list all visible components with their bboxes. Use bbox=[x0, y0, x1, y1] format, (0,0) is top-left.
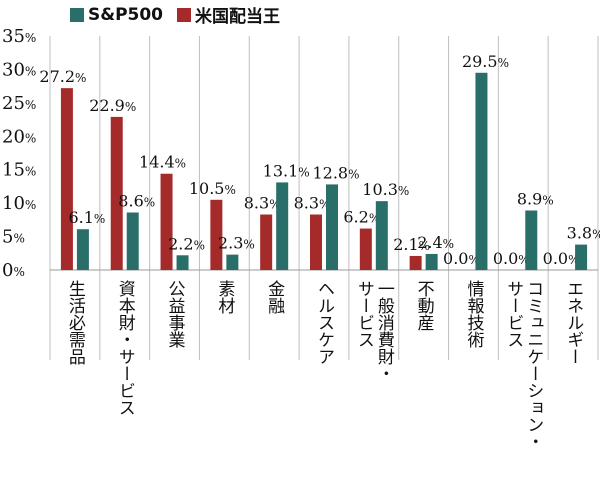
bar-dividend-kings bbox=[110, 116, 123, 270]
value-label-dividend-kings: 2.1% bbox=[393, 235, 430, 254]
bar-dividend-kings bbox=[60, 88, 73, 270]
value-label-dividend-kings: 0.0% bbox=[493, 249, 530, 268]
value-label-sp500: 8.6% bbox=[118, 192, 155, 211]
bar-sp500 bbox=[326, 184, 338, 270]
legend-item-sp500: S&P500 bbox=[70, 5, 163, 25]
value-label-sp500: 10.3% bbox=[362, 180, 409, 199]
category-label: エネルギー bbox=[563, 280, 583, 365]
value-label-sp500: 8.9% bbox=[517, 189, 554, 208]
legend-swatch-dividend-kings bbox=[177, 7, 192, 22]
legend-label-dividend-kings: 米国配当王 bbox=[195, 7, 281, 27]
bar-dividend-kings bbox=[409, 255, 422, 270]
bar-sp500 bbox=[276, 182, 289, 270]
bar-sp500 bbox=[575, 244, 588, 270]
value-label-dividend-kings: 8.3% bbox=[244, 194, 281, 213]
bar-sp500 bbox=[176, 255, 189, 270]
bar-sp500 bbox=[126, 212, 139, 270]
legend: S&P500 米国配当王 bbox=[70, 2, 294, 27]
category-label: 情報技術 bbox=[463, 280, 484, 348]
bar-dividend-kings bbox=[210, 199, 223, 270]
category-label: 素材 bbox=[214, 280, 235, 314]
y-tick-label: 15% bbox=[2, 160, 36, 181]
value-label-dividend-kings: 14.4% bbox=[139, 153, 186, 172]
y-tick-label: 10% bbox=[2, 193, 36, 214]
legend-swatch-sp500 bbox=[70, 7, 84, 22]
value-label-dividend-kings: 0.0% bbox=[443, 249, 480, 268]
bar-sp500 bbox=[425, 253, 438, 270]
value-label-sp500: 2.4% bbox=[417, 233, 454, 252]
y-tick-label: 0% bbox=[2, 260, 25, 281]
value-label-dividend-kings: 10.5% bbox=[189, 179, 236, 198]
bar-dividend-kings bbox=[260, 214, 273, 270]
value-label-dividend-kings: 8.3% bbox=[294, 194, 331, 213]
y-tick-label: 35% bbox=[2, 26, 36, 47]
category-label: サービス bbox=[503, 280, 523, 348]
bar-sp500 bbox=[525, 210, 538, 270]
bar-sp500 bbox=[375, 201, 388, 270]
y-tick-label: 25% bbox=[2, 93, 36, 114]
value-label-dividend-kings: 22.9% bbox=[89, 96, 136, 115]
category-label: 資本財・サービス bbox=[115, 280, 135, 416]
category-label: 不動産 bbox=[414, 280, 435, 331]
value-label-sp500: 2.3% bbox=[218, 234, 255, 253]
y-tick-label: 5% bbox=[2, 227, 25, 248]
category-label: 生活必需品 bbox=[65, 280, 86, 365]
value-label-sp500: 3.8% bbox=[567, 224, 600, 243]
legend-label-sp500: S&P500 bbox=[88, 4, 164, 25]
value-label-sp500: 12.8% bbox=[312, 163, 359, 182]
value-label-sp500: 13.1% bbox=[263, 161, 310, 180]
category-label: コミュニケーション・ bbox=[523, 280, 543, 450]
bar-dividend-kings bbox=[310, 214, 322, 270]
value-label-sp500: 6.1% bbox=[68, 208, 105, 227]
value-label-dividend-kings: 27.2% bbox=[39, 67, 86, 86]
y-tick-label: 20% bbox=[2, 126, 36, 147]
y-tick-label: 30% bbox=[2, 59, 36, 80]
legend-item-dividend-kings: 米国配当王 bbox=[177, 2, 280, 27]
value-label-sp500: 2.2% bbox=[168, 234, 205, 253]
bar-sp500 bbox=[76, 229, 89, 270]
category-label: 一般消費財・ bbox=[374, 280, 395, 382]
bar-sp500 bbox=[475, 72, 488, 271]
category-label: 公益事業 bbox=[165, 280, 186, 348]
category-label: 金融 bbox=[264, 280, 285, 315]
bar-dividend-kings bbox=[359, 228, 372, 270]
category-label: サービス bbox=[354, 280, 374, 348]
value-label-dividend-kings: 0.0% bbox=[543, 249, 580, 268]
category-label: ヘルスケア bbox=[314, 280, 334, 365]
bar-dividend-kings bbox=[160, 173, 173, 270]
value-label-dividend-kings: 6.2% bbox=[343, 208, 380, 227]
value-label-sp500: 29.5% bbox=[462, 52, 509, 71]
bar-sp500 bbox=[226, 254, 239, 270]
